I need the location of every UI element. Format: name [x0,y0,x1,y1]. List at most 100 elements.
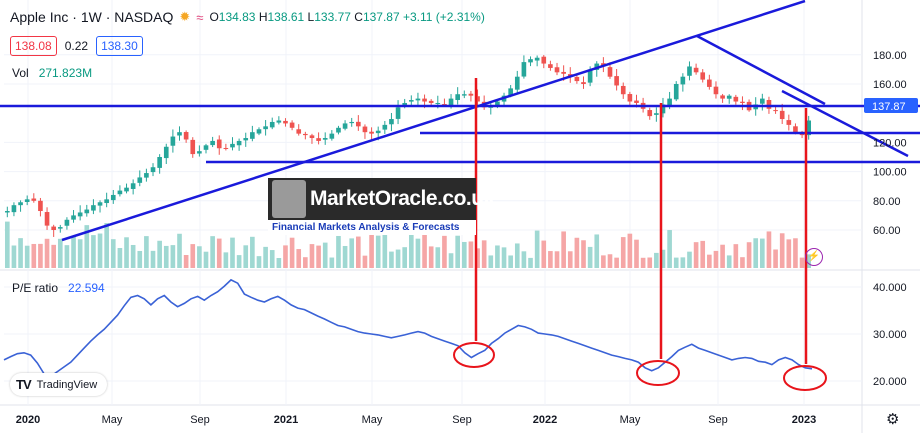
watermark-banner: MarketOracle.co.uk [268,178,495,220]
volume-bar [243,245,249,268]
volume-bar [707,254,712,268]
candle-body [117,190,123,195]
candle-body [574,76,580,82]
gear-icon[interactable]: ⚙ [886,411,900,428]
volume-bar [163,245,169,268]
volume-bar [620,237,626,268]
candle-body [289,122,295,128]
volume-bar [508,255,513,268]
candle-body [442,103,447,105]
candle-body [150,167,156,173]
volume-bar [170,245,176,268]
volume-bar [799,257,805,268]
volume-bar [548,251,553,268]
candle-body [521,62,527,77]
symbol-title[interactable]: Apple Inc · 1W · NASDAQ [10,9,174,25]
candle-body [779,110,785,120]
candle-body [806,120,812,136]
candle-body [170,136,176,146]
candle-body [395,107,401,119]
volume-bar [541,240,547,268]
sun-icon[interactable]: ✹ [179,9,191,24]
trendlines: 137.87 [0,0,920,242]
volume-bar [468,241,474,268]
close-label: C [354,10,363,24]
volume-bar [601,255,606,268]
candle-body [190,139,196,155]
markers [453,78,827,391]
tradingview-badge[interactable]: TV TradingView [10,373,108,396]
candle-body [402,102,408,107]
candle-body [57,227,63,229]
price-tick-label: 120.00 [873,137,907,149]
last-price-tag [864,98,918,113]
volume-bar [475,248,480,268]
volume-bar [322,242,328,268]
candle-body [256,129,262,134]
volume-bar [402,247,408,268]
candle-body [309,135,315,139]
open-label: O [209,10,219,24]
volume-bar [554,251,560,268]
volume-bar [137,250,143,268]
volume-bar [488,255,494,268]
marketoracle-watermark: MarketOracle.co.uk Financial Markets Ana… [268,178,495,235]
candle-body [554,67,560,73]
open-value: 134.83 [218,10,256,24]
candle-body [276,120,282,123]
bid-button[interactable]: 138.08 [10,36,57,56]
candle-body [707,79,712,87]
volume-bar [448,253,454,268]
volume-bar [316,245,321,268]
wave-icon[interactable]: ≈ [196,9,204,25]
candle-body [528,59,533,63]
volume-bar [236,255,242,268]
time-tick-label: Sep [452,414,472,426]
volume-bar [594,234,600,268]
ohlc-readout: O134.83 H138.61 L133.77 C137.87 +3.11 (+… [209,10,484,24]
volume-bar [779,233,785,268]
candle-body [177,132,182,136]
volume-bar [455,235,460,268]
pe-tick-label: 30.000 [873,329,907,341]
volume-bar [31,243,37,268]
candle-body [64,219,70,226]
pe-value: 22.594 [68,281,105,295]
candle-body [356,121,361,127]
volume-bar [84,225,90,268]
candle-body [587,69,593,83]
candle-body [263,126,268,130]
time-tick-label: May [620,414,641,426]
candle-body [534,57,540,61]
candle-body [680,76,686,85]
candle-body [607,67,613,77]
flash-icon[interactable]: ⚡ [805,248,823,266]
volume-bar [64,245,70,268]
candle-body [223,147,229,149]
volume-bar [24,245,30,268]
watermark-subtitle: Financial Markets Analysis & Forecasts [272,222,460,233]
volume-bar [422,233,427,268]
volume-bar [680,257,686,268]
candle-body [124,187,129,192]
low-value: 133.77 [314,10,351,24]
time-tick-label: May [102,414,123,426]
candle-body [203,145,209,150]
volume-bar [362,255,368,268]
ask-button[interactable]: 138.30 [96,36,143,56]
candle-body [91,205,96,211]
candle-body [508,88,513,96]
candle-body [296,129,302,134]
marker-ellipse [783,365,827,391]
volume-bar [256,256,262,268]
candle-body [475,96,480,102]
falling-trendline-lower [781,89,909,158]
candle-body [495,101,500,106]
volume-bar [766,231,772,268]
volume-bar [104,223,109,268]
marker-ellipse [636,360,680,386]
volume-bar [124,237,129,268]
volume-bar [726,255,732,268]
volume-bar [746,242,752,268]
